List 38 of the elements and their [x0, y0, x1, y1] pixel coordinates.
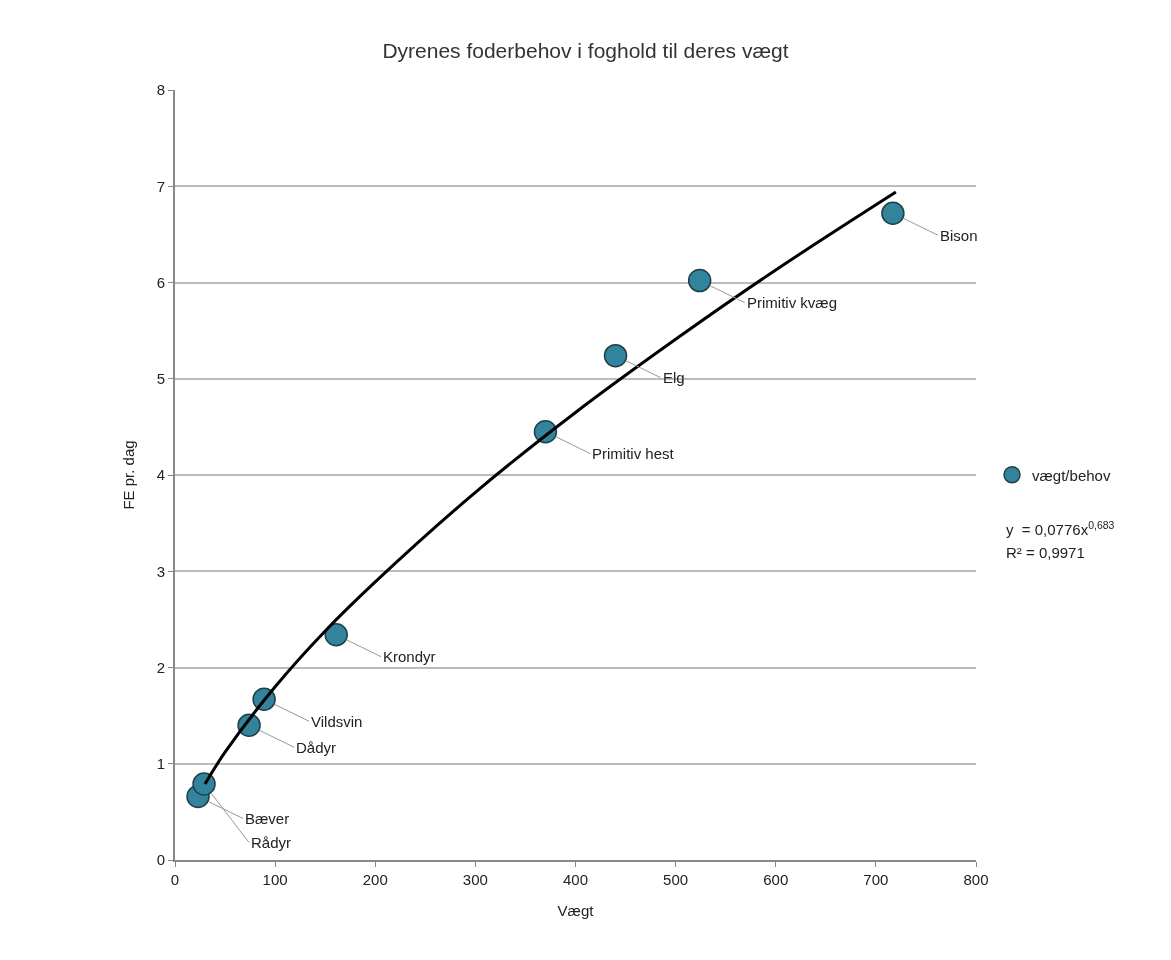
y-tick-label: 5	[156, 370, 165, 387]
text: y = 0,0776x$^{0,683}$	[1006, 519, 1115, 539]
point	[192, 772, 216, 796]
annotation: Rådyr	[251, 834, 292, 851]
y-tick-label: 8	[156, 81, 165, 99]
x-tick-label: 0	[170, 871, 180, 888]
chart-title: Dyrenes foderbehov i foghold til deres vægt	[382, 38, 789, 62]
x-tick-label: 300	[462, 871, 488, 888]
legend-label: vægt/behov	[1032, 466, 1111, 484]
y-tick-label: 6	[156, 273, 165, 291]
x-tick-label: 200	[362, 871, 388, 888]
x-tick-label: 400	[562, 871, 589, 888]
annotation: Bison	[940, 227, 978, 244]
text: R² = 0,9971	[1006, 544, 1085, 561]
annotation: Elg	[663, 369, 685, 386]
annotation: Bæver	[245, 810, 290, 827]
annotation: Primitiv kvæg	[747, 294, 838, 311]
point	[324, 623, 348, 647]
y-tick-label: 7	[156, 177, 165, 195]
x-tick-label: 800	[963, 871, 989, 888]
y-tick-label: 4	[156, 466, 165, 484]
x-tick-label: 500	[663, 871, 689, 888]
annotation: Dådyr	[296, 739, 337, 756]
x-tick-label: 600	[763, 871, 789, 888]
annotation: Krondyr	[383, 648, 436, 665]
x-tick-label: 100	[262, 871, 288, 888]
x-axis-title: Vægt	[557, 902, 595, 919]
point	[687, 268, 712, 293]
annotation: Vildsvin	[311, 713, 363, 730]
y-axis-title: FE pr. dag	[120, 440, 137, 510]
point	[603, 343, 628, 368]
y-tick-label: 2	[156, 658, 165, 676]
point	[881, 201, 905, 225]
y-tick-label: 0	[156, 851, 165, 869]
x-tick-label: 700	[863, 871, 889, 888]
annotation: Primitiv hest	[592, 445, 675, 462]
y-tick-label: 1	[156, 755, 165, 772]
y-tick-label: 3	[156, 562, 165, 580]
